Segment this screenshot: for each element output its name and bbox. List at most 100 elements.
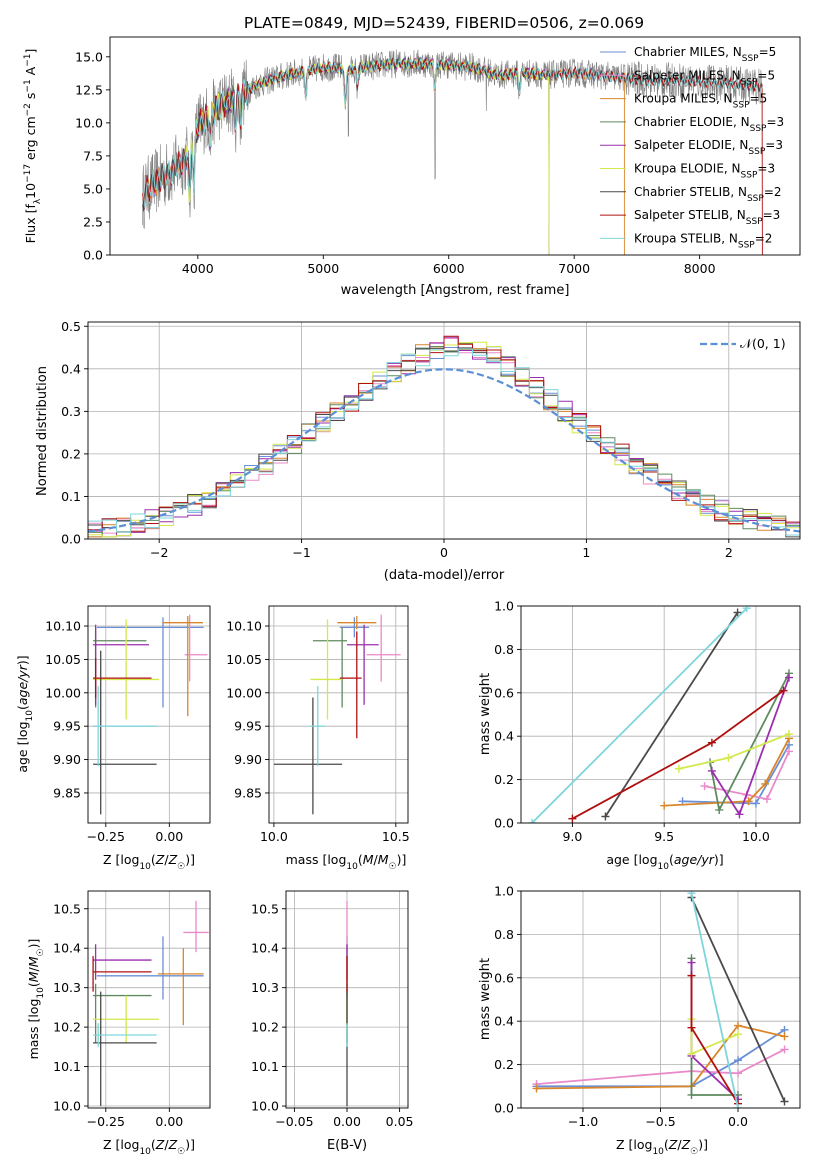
x-tick-label: −0.5 — [645, 1114, 675, 1129]
weight-marker — [601, 812, 610, 821]
y-tick-label: 5.0 — [83, 181, 103, 196]
spectrum-legend: Chabrier MILES, NSSP=5 Salpeter MILES, NS… — [600, 45, 784, 250]
weight-marker — [687, 891, 696, 898]
weight-marker — [744, 797, 753, 806]
y-tick-label: 9.85 — [53, 785, 81, 800]
y-tick-label: 1.0 — [494, 599, 514, 614]
x-tick-label: 0.00 — [155, 1114, 183, 1129]
weight-marker — [779, 686, 788, 695]
weight-marker — [735, 810, 744, 819]
x-tick-label: 2 — [725, 545, 733, 560]
spectrum-plot — [142, 49, 763, 255]
x-axis-label: wavelength [Angstrom, rest frame] — [341, 283, 570, 298]
weight-marker — [784, 730, 793, 739]
x-axis-label: E(B-V) — [327, 1138, 367, 1153]
mass-weight-vs-age-frame: 9.0 9.5 10.0 0.0 0.2 0.4 0.6 0.8 1.0 — [494, 599, 801, 844]
weight-marker — [734, 1056, 742, 1065]
y-tick-label: 10.0 — [53, 1099, 81, 1114]
model-spectrum — [184, 58, 550, 255]
y-tick-label: 0.8 — [494, 927, 514, 942]
weight-marker — [687, 958, 696, 967]
x-tick-label: 9.5 — [654, 829, 674, 844]
legend-entry: Kroupa STELIB, NSSP=2 — [634, 231, 772, 250]
weight-line — [536, 1024, 785, 1090]
weight-line — [536, 1029, 785, 1088]
weight-line — [690, 975, 739, 1105]
y-tick-label: 0.4 — [494, 1014, 514, 1029]
legend-entry: Kroupa MILES, NSSP=5 — [634, 92, 767, 111]
x-tick-label: 4000 — [182, 261, 214, 276]
y-tick-label: 0.6 — [494, 685, 514, 700]
residual-histogram — [88, 348, 800, 536]
mass-vs-Z-plot — [92, 900, 209, 1107]
plot-frame — [268, 605, 409, 824]
legend-entry: 𝒩(0, 1) — [740, 336, 786, 351]
errorbar-point — [162, 616, 204, 717]
weight-marker — [700, 782, 709, 791]
weight-marker — [687, 1090, 696, 1099]
weight-line — [536, 1048, 785, 1085]
y-axis-label: mass [log10(M/M☉)] — [26, 939, 46, 1060]
errorbar-point — [312, 627, 348, 708]
x-axis-label: (data-model)/error — [384, 568, 505, 583]
errorbar-point — [96, 617, 204, 708]
y-tick-label: 0.2 — [494, 1057, 514, 1072]
y-axis-label: mass weight — [478, 958, 493, 1040]
errorbar-point — [337, 616, 377, 630]
legend-entry: Salpeter ELODIE, NSSP=3 — [634, 138, 783, 157]
legend-entry: Salpeter STELIB, NSSP=3 — [634, 208, 780, 227]
y-tick-label: 9.95 — [53, 719, 81, 734]
y-tick-label: 10.10 — [226, 619, 262, 634]
x-tick-label: 10.5 — [382, 829, 410, 844]
plot-frame — [109, 36, 801, 256]
x-tick-label: 0.0 — [728, 1114, 748, 1129]
legend-entry: Salpeter MILES, NSSP=5 — [634, 68, 775, 87]
x-axis-label: Z [log10(Z/Z☉)] — [103, 852, 195, 872]
weight-marker — [528, 819, 537, 823]
x-tick-label: 0.00 — [155, 829, 183, 844]
weight-marker — [715, 805, 724, 814]
y-tick-label: 0.4 — [61, 361, 81, 376]
x-tick-label: −2 — [150, 545, 168, 560]
x-tick-label: 0.00 — [333, 1114, 361, 1129]
errorbar-point — [93, 658, 152, 699]
errorbar-point — [92, 956, 152, 992]
y-tick-label: 0.0 — [494, 1101, 514, 1116]
y-tick-label: 10.3 — [53, 980, 81, 995]
y-tick-label: 0.6 — [494, 970, 514, 985]
y-tick-label: 0.0 — [494, 816, 514, 831]
errorbar-point — [339, 631, 362, 739]
y-tick-label: 12.5 — [75, 82, 103, 97]
y-tick-label: 0.5 — [61, 319, 81, 334]
model-spectrum — [184, 56, 550, 255]
y-axis-label: age [log10(age/yr)] — [15, 655, 35, 772]
weight-marker — [784, 673, 793, 682]
x-tick-label: 1 — [582, 545, 590, 560]
x-tick-label: −1.0 — [568, 1114, 598, 1129]
weight-marker — [762, 795, 771, 804]
y-tick-label: 10.10 — [45, 619, 81, 634]
y-tick-label: 1.0 — [494, 884, 514, 899]
weight-line — [682, 744, 790, 805]
x-tick-label: −0.05 — [275, 1114, 313, 1129]
legend-entry: Chabrier MILES, NSSP=5 — [634, 45, 776, 64]
weight-marker — [687, 1023, 696, 1032]
errorbar-point — [157, 948, 204, 1026]
weight-marker — [761, 779, 770, 788]
y-tick-label: 7.5 — [83, 148, 103, 163]
weight-marker — [687, 971, 696, 980]
x-axis-label: Z [log10(Z/Z☉)] — [616, 1137, 708, 1157]
y-tick-label: 10.00 — [45, 685, 81, 700]
x-tick-label: 6000 — [433, 261, 465, 276]
weight-marker — [734, 1104, 742, 1108]
weight-marker — [780, 1045, 789, 1054]
weight-line — [690, 1019, 739, 1056]
plot-frame — [87, 890, 211, 1109]
y-tick-label: 15.0 — [75, 49, 103, 64]
weight-marker — [532, 1084, 541, 1093]
errorbar-point — [366, 614, 401, 682]
x-tick-label: 0 — [440, 545, 448, 560]
x-tick-label: −0.25 — [87, 1114, 125, 1129]
weight-marker — [568, 814, 577, 823]
mass-weight-vs-age-plot — [528, 606, 793, 823]
